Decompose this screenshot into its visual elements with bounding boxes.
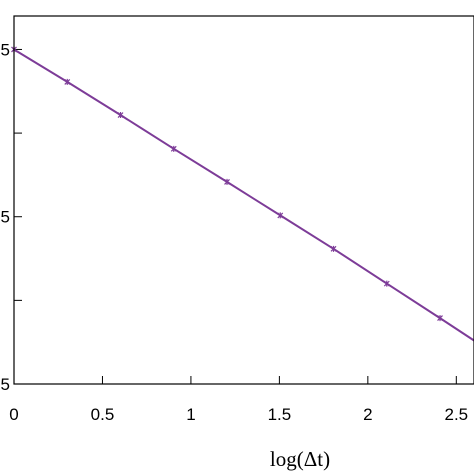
x-tick-label: 1 (186, 405, 195, 424)
data-point (64, 78, 71, 85)
plot-frame (13, 15, 474, 385)
x-tick-label: 0.5 (91, 405, 115, 424)
data-point (330, 245, 337, 252)
y-tick-label: 5 (1, 208, 10, 227)
data-point (437, 315, 443, 322)
y-axis-ticks: 5 5 5 (1, 40, 22, 394)
x-tick-label: 2.5 (444, 405, 468, 424)
data-point (277, 212, 284, 219)
y-tick-label: 5 (1, 40, 10, 59)
y-tick-label: 5 (1, 375, 10, 394)
data-point (170, 145, 177, 152)
x-tick-label: 0 (9, 405, 18, 424)
x-tick-label: 1.5 (268, 405, 292, 424)
series-line (13, 48, 474, 342)
data-point (117, 112, 124, 119)
x-axis-title: log(Δt) (270, 447, 330, 471)
data-point (224, 178, 230, 185)
x-axis-ticks: 0 0.5 1 1.5 2 2.5 (9, 376, 468, 424)
x-tick-label: 2 (363, 405, 372, 424)
series-layer (11, 46, 474, 342)
data-point (383, 280, 390, 287)
